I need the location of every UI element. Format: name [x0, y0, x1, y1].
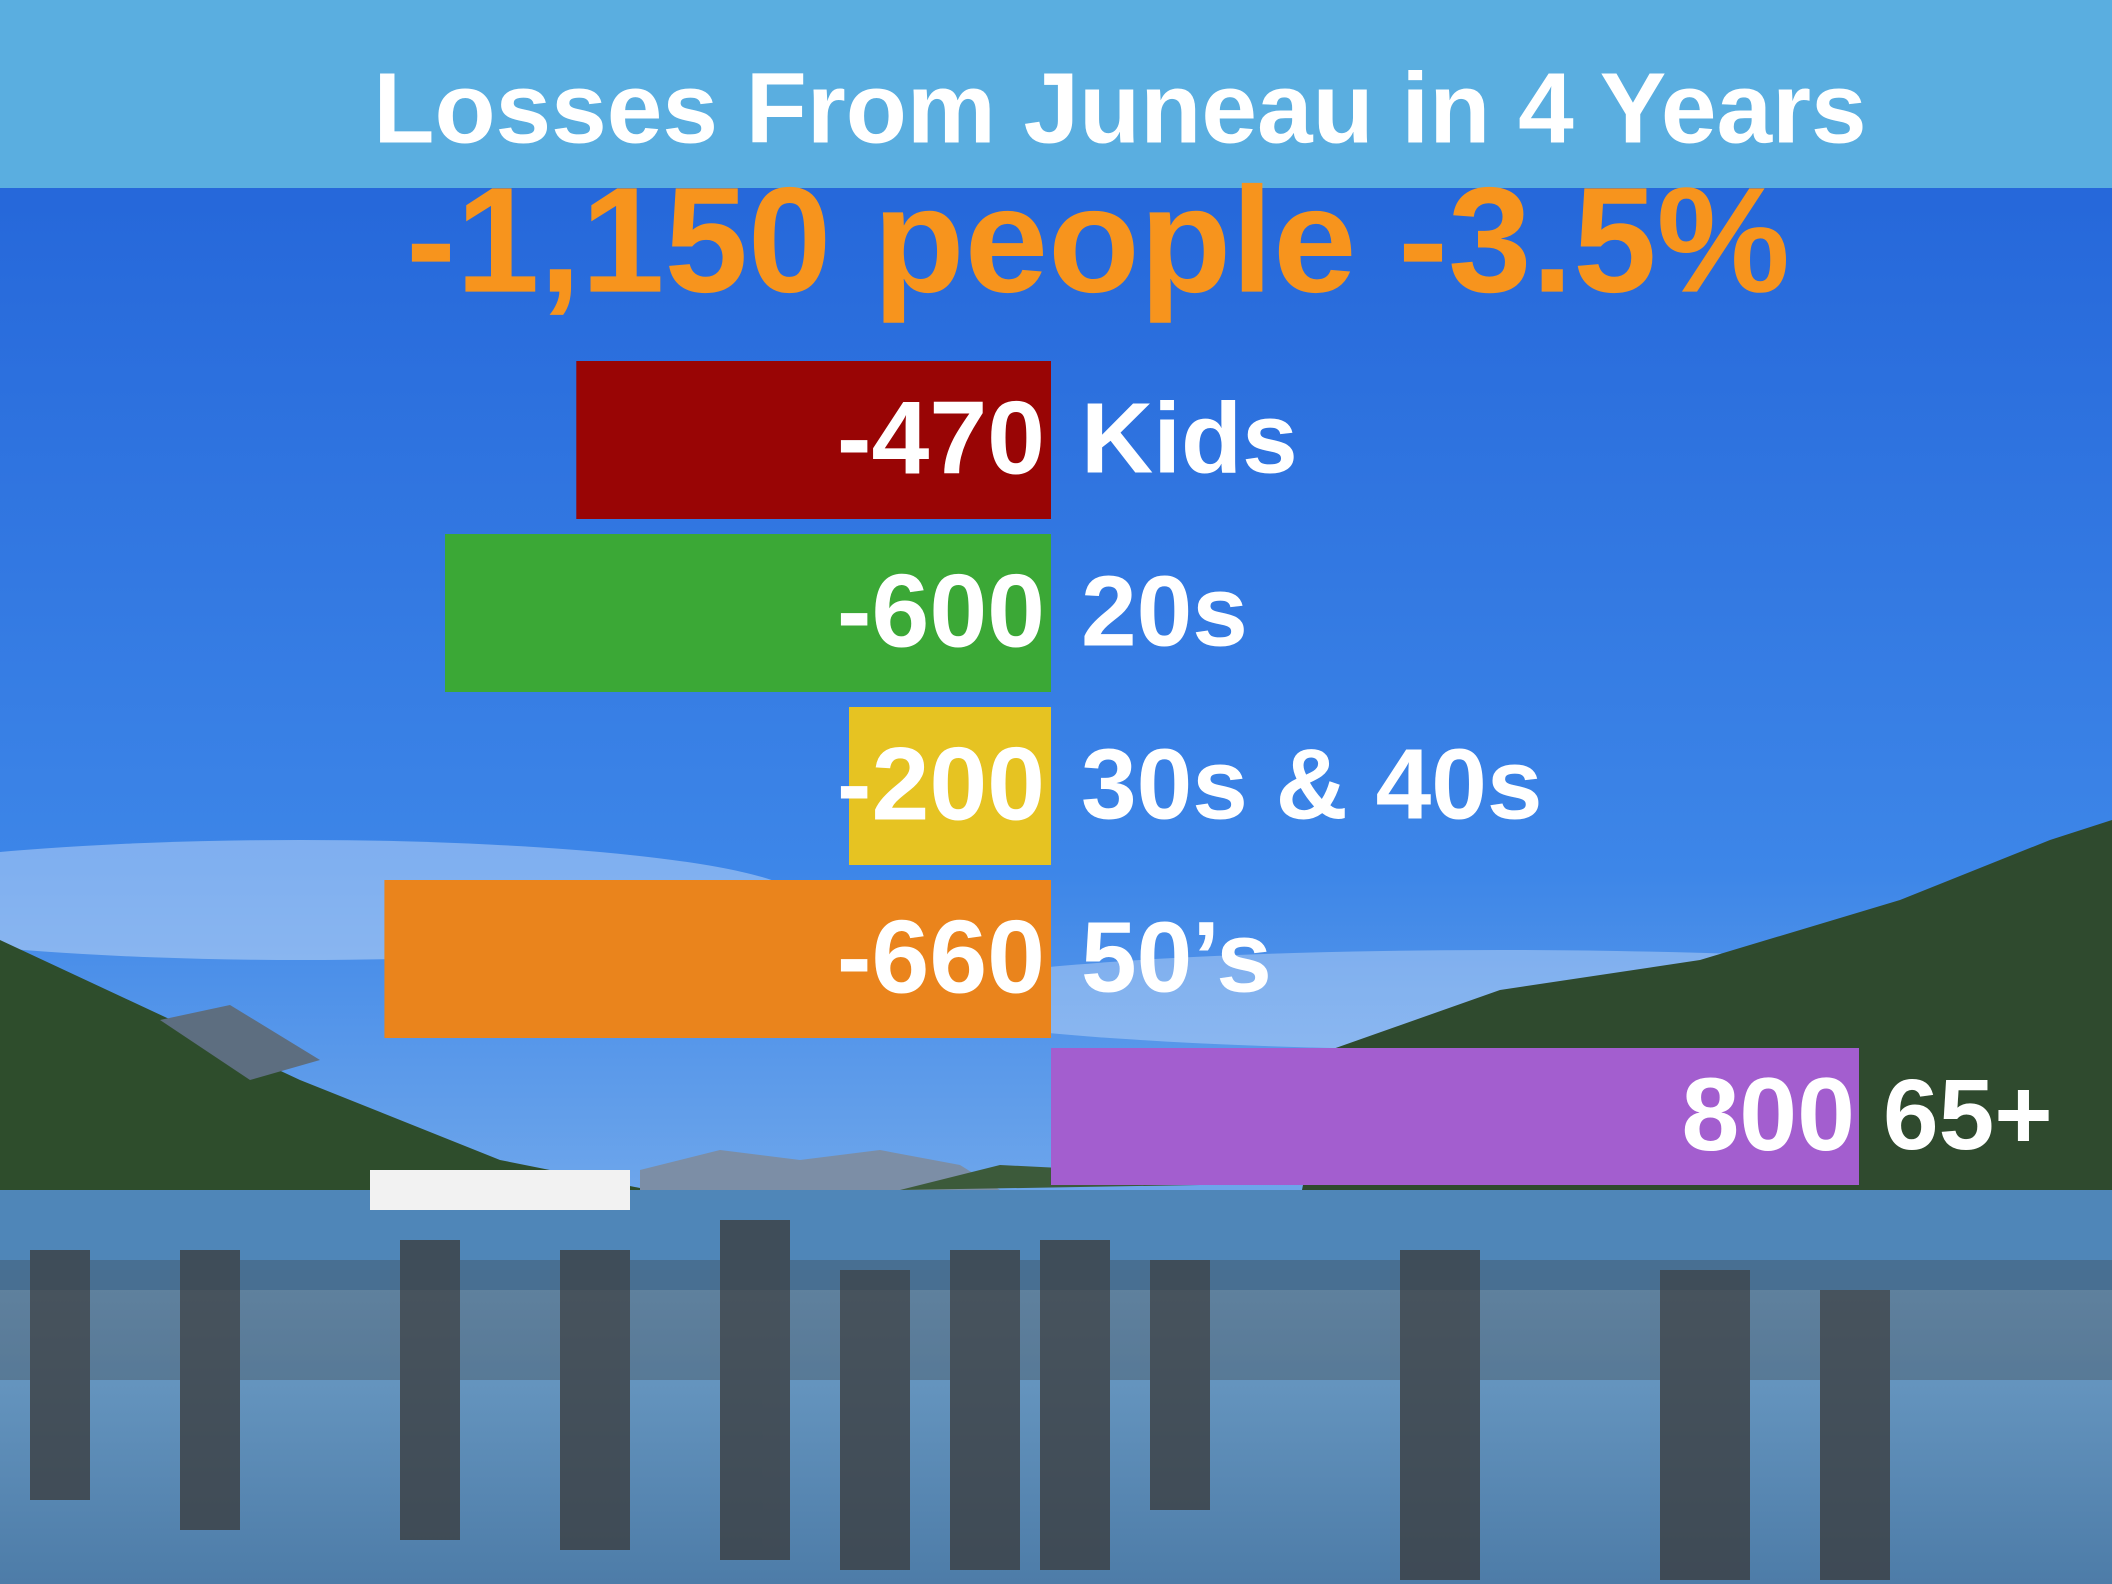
bar: [445, 534, 1051, 692]
category-label: 20s: [1081, 555, 1248, 667]
category-label: 65+: [1883, 1059, 2053, 1171]
category-label: 30s & 40s: [1081, 728, 1542, 840]
bar: [576, 361, 1051, 519]
value-label: -660: [837, 899, 1045, 1015]
chart-title: Losses From Juneau in 4 Years: [373, 52, 1866, 164]
value-label: 800: [1681, 1057, 1855, 1173]
value-label: -600: [837, 553, 1045, 669]
bar: [849, 707, 1051, 865]
category-label: 50’s: [1081, 901, 1272, 1013]
category-label: Kids: [1081, 382, 1298, 494]
value-label: -470: [837, 380, 1045, 496]
bar-chart: -470 Kids -600 20s -200 30s & 40s -660 50’s 800 6…: [384, 361, 2053, 1185]
bar: [384, 880, 1051, 1038]
bar: [1051, 1048, 1859, 1185]
value-label: -200: [837, 726, 1045, 842]
title-banner: [0, 0, 2112, 188]
chart-subtitle: -1,150 people -3.5%: [406, 156, 1790, 324]
